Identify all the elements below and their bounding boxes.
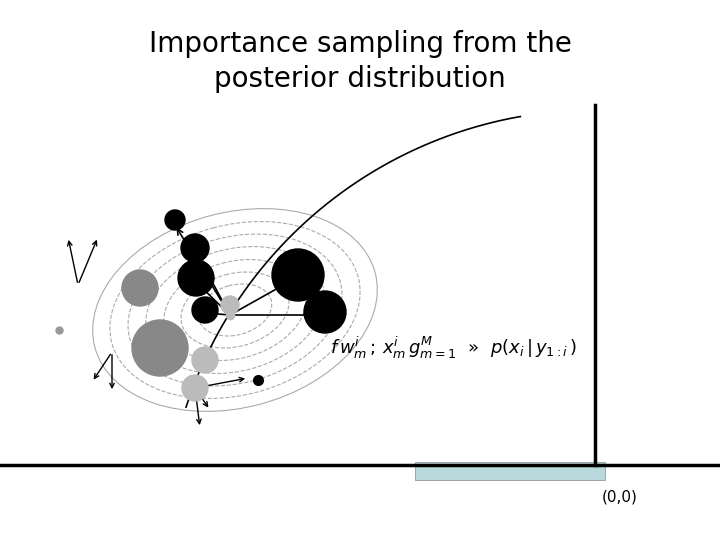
Bar bbox=[415, 462, 605, 480]
Circle shape bbox=[221, 296, 239, 314]
Circle shape bbox=[192, 347, 218, 373]
Circle shape bbox=[304, 291, 346, 333]
Text: $f\,w_m^i\,;\,x_m^i\,g_{m=1}^M$  »  $p(x_i\,|\,y_{1:i}\,)$: $f\,w_m^i\,;\,x_m^i\,g_{m=1}^M$ » $p(x_i… bbox=[330, 335, 577, 361]
Circle shape bbox=[122, 270, 158, 306]
Text: Importance sampling from the: Importance sampling from the bbox=[148, 30, 572, 58]
Text: (0,0): (0,0) bbox=[602, 490, 638, 505]
Circle shape bbox=[132, 320, 188, 376]
Circle shape bbox=[272, 249, 324, 301]
Circle shape bbox=[181, 234, 209, 262]
Circle shape bbox=[178, 260, 214, 296]
Circle shape bbox=[182, 375, 208, 401]
Text: posterior distribution: posterior distribution bbox=[214, 65, 506, 93]
Circle shape bbox=[192, 297, 218, 323]
Circle shape bbox=[165, 210, 185, 230]
